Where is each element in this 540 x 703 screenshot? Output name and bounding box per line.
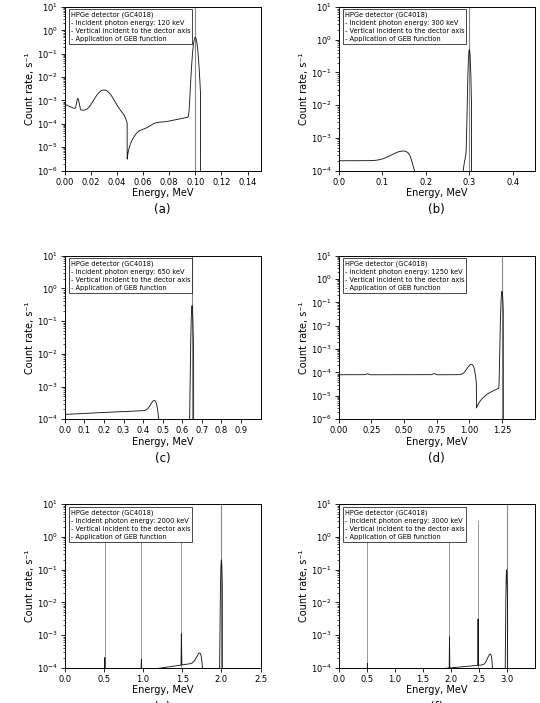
Text: HPGe detector (GC4018)
- Incident photon energy: 1250 keV
- Vertical incident to: HPGe detector (GC4018) - Incident photon…	[345, 261, 464, 291]
Text: (a): (a)	[154, 203, 171, 217]
Text: (d): (d)	[428, 452, 445, 465]
Y-axis label: Count rate, s⁻¹: Count rate, s⁻¹	[25, 53, 36, 125]
X-axis label: Energy, MeV: Energy, MeV	[406, 437, 468, 446]
X-axis label: Energy, MeV: Energy, MeV	[406, 188, 468, 198]
Text: HPGe detector (GC4018)
- Incident photon energy: 2000 keV
- Vertical incident to: HPGe detector (GC4018) - Incident photon…	[71, 509, 190, 540]
X-axis label: Energy, MeV: Energy, MeV	[132, 437, 193, 446]
Text: (e): (e)	[154, 701, 171, 703]
Text: HPGe detector (GC4018)
- Incident photon energy: 120 keV
- Vertical incident to : HPGe detector (GC4018) - Incident photon…	[71, 12, 190, 42]
X-axis label: Energy, MeV: Energy, MeV	[132, 188, 193, 198]
X-axis label: Energy, MeV: Energy, MeV	[132, 685, 193, 695]
Y-axis label: Count rate, s⁻¹: Count rate, s⁻¹	[25, 302, 36, 373]
X-axis label: Energy, MeV: Energy, MeV	[406, 685, 468, 695]
Y-axis label: Count rate, s⁻¹: Count rate, s⁻¹	[25, 550, 36, 622]
Text: (f): (f)	[430, 701, 443, 703]
Y-axis label: Count rate, s⁻¹: Count rate, s⁻¹	[300, 53, 309, 125]
Text: HPGe detector (GC4018)
- Incident photon energy: 3000 keV
- Vertical incident to: HPGe detector (GC4018) - Incident photon…	[345, 509, 464, 540]
Text: (c): (c)	[155, 452, 171, 465]
Y-axis label: Count rate, s⁻¹: Count rate, s⁻¹	[300, 550, 309, 622]
Y-axis label: Count rate, s⁻¹: Count rate, s⁻¹	[300, 302, 309, 373]
Text: HPGe detector (GC4018)
- Incident photon energy: 300 keV
- Vertical incident to : HPGe detector (GC4018) - Incident photon…	[345, 12, 464, 42]
Text: HPGe detector (GC4018)
- Incident photon energy: 650 keV
- Vertical incident to : HPGe detector (GC4018) - Incident photon…	[71, 261, 190, 291]
Text: (b): (b)	[428, 203, 445, 217]
